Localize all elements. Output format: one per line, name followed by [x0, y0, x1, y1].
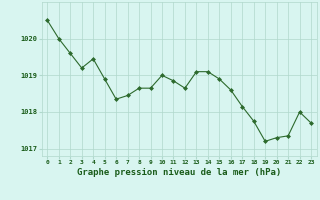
- X-axis label: Graphe pression niveau de la mer (hPa): Graphe pression niveau de la mer (hPa): [77, 168, 281, 177]
